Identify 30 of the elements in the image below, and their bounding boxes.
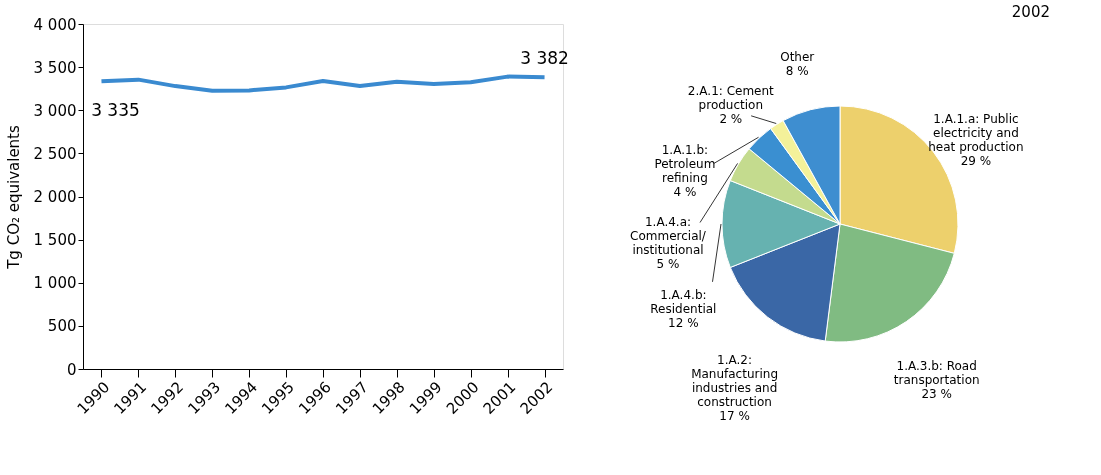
line-series bbox=[99, 74, 547, 93]
y-tick-label: 2 000 bbox=[33, 188, 77, 206]
y-tick-label: 0 bbox=[66, 360, 77, 379]
y-tick-label: 3 500 bbox=[33, 58, 77, 77]
data-label: 8 % bbox=[785, 64, 809, 79]
annotation: 3 335 bbox=[91, 100, 140, 121]
slice-label: 2.A.1: Cement production bbox=[687, 84, 775, 113]
data-label: 12 % bbox=[668, 316, 699, 331]
slice-label: 1.A.2: Manufacturing industries and construction bbox=[691, 352, 779, 409]
slice-label: 1.A.1.a: Public electricity and heat production bbox=[928, 111, 1024, 154]
y-tick-label: 4 000 bbox=[33, 15, 77, 34]
slice-label: 1.A.1.b: Petroleum refining bbox=[654, 142, 716, 185]
chart-title: 2002 bbox=[1011, 3, 1050, 21]
data-label: 5 % bbox=[656, 257, 680, 272]
annotation: 3 382 bbox=[520, 48, 569, 69]
data-label: 29 % bbox=[960, 153, 992, 168]
slice-label: 1.A.4.b: Residential bbox=[650, 288, 717, 317]
y-tick-label: 1 500 bbox=[33, 231, 77, 250]
y-tick-label: 1 000 bbox=[33, 274, 77, 293]
slice-label: 1.A.4.a: Commercial/ institutional bbox=[630, 215, 707, 258]
y-tick-label: 2 500 bbox=[33, 144, 77, 163]
y-tick-label: 500 bbox=[47, 317, 77, 336]
y-tick-label: 3 000 bbox=[33, 101, 77, 120]
data-label: 23 % bbox=[921, 387, 952, 402]
slice-label: 1.A.3.b: Road transportation bbox=[893, 359, 980, 388]
data-label: 2 % bbox=[719, 112, 743, 127]
data-label: 17 % bbox=[719, 408, 750, 423]
y-axis-title: Tg CO₂ equivalents bbox=[4, 125, 23, 270]
data-label: 4 % bbox=[673, 184, 697, 199]
slice-label: Other bbox=[780, 50, 815, 65]
